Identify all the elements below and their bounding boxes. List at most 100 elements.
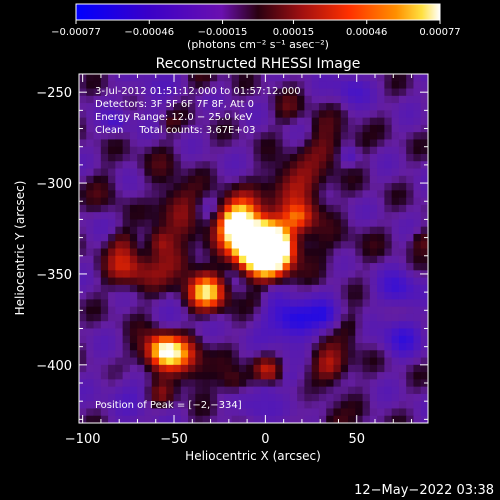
- heatmap-cell: [188, 343, 196, 351]
- heatmap-cell: [253, 415, 262, 423]
- heatmap-cell: [158, 386, 167, 395]
- heatmap-cell: [209, 306, 218, 315]
- heatmap-cell: [406, 241, 414, 249]
- heatmap-cell: [238, 124, 247, 133]
- heatmap-cell: [238, 343, 247, 351]
- heatmap-cell: [348, 328, 356, 337]
- heatmap-cell: [86, 321, 95, 329]
- heatmap-cell: [413, 146, 422, 155]
- heatmap-cell: [304, 103, 313, 111]
- heatmap-cell: [158, 168, 167, 177]
- heatmap-cell: [122, 124, 131, 133]
- heatmap-cell: [144, 241, 153, 249]
- heatmap-cell: [166, 139, 175, 148]
- heatmap-cell: [268, 357, 276, 366]
- heatmap-cell: [275, 386, 284, 395]
- heatmap-cell: [129, 175, 138, 184]
- heatmap-cell: [289, 299, 298, 308]
- heatmap-cell: [158, 277, 167, 286]
- heatmap-cell: [289, 335, 298, 344]
- heatmap-cell: [108, 321, 116, 329]
- heatmap-cell: [166, 132, 175, 140]
- heatmap-cell: [340, 408, 349, 417]
- heatmap-cell: [188, 153, 196, 162]
- heatmap-cell: [253, 139, 262, 148]
- heatmap-cell: [275, 343, 284, 351]
- heatmap-cell: [406, 212, 414, 220]
- heatmap-cell: [158, 103, 167, 111]
- heatmap-cell: [340, 372, 349, 380]
- heatmap-cell: [253, 401, 262, 409]
- heatmap-cell: [173, 364, 182, 373]
- heatmap-cell: [406, 350, 414, 359]
- heatmap-cell: [333, 284, 342, 293]
- heatmap-cell: [282, 393, 291, 402]
- heatmap-cell: [231, 212, 240, 220]
- heatmap-cell: [362, 161, 371, 170]
- heatmap-cell: [144, 393, 153, 402]
- heatmap-cell: [100, 357, 109, 366]
- heatmap-cell: [260, 284, 269, 293]
- heatmap-cell: [398, 263, 407, 271]
- heatmap-cell: [377, 292, 385, 300]
- heatmap-cell: [137, 233, 145, 242]
- heatmap-cell: [340, 292, 349, 300]
- heatmap-cell: [333, 74, 342, 82]
- heatmap-cell: [326, 233, 334, 242]
- heatmap-cell: [311, 335, 320, 344]
- heatmap-cell: [362, 88, 371, 97]
- heatmap-cell: [224, 190, 233, 199]
- heatmap-cell: [297, 146, 305, 155]
- heatmap-cell: [224, 168, 233, 177]
- heatmap-cell: [137, 204, 145, 213]
- heatmap-cell: [406, 219, 414, 228]
- heatmap-cell: [348, 263, 356, 271]
- heatmap-cell: [108, 161, 116, 170]
- heatmap-cell: [86, 306, 95, 315]
- heatmap-cell: [144, 357, 153, 366]
- heatmap-cell: [384, 401, 393, 409]
- heatmap-cell: [297, 110, 305, 119]
- heatmap-cell: [289, 401, 298, 409]
- heatmap-cell: [369, 95, 378, 104]
- heatmap-cell: [195, 255, 204, 264]
- heatmap-cell: [398, 153, 407, 162]
- heatmap-cell: [413, 306, 422, 315]
- heatmap-cell: [268, 248, 276, 257]
- heatmap-cell: [275, 284, 284, 293]
- heatmap-cell: [391, 212, 400, 220]
- heatmap-cell: [180, 379, 189, 388]
- heatmap-cell: [238, 183, 247, 191]
- heatmap-cell: [129, 168, 138, 177]
- heatmap-cell: [151, 372, 160, 380]
- heatmap-cell: [246, 88, 254, 97]
- heatmap-cell: [413, 117, 422, 126]
- heatmap-cell: [173, 415, 182, 423]
- heatmap-cell: [348, 183, 356, 191]
- heatmap-cell: [413, 132, 422, 140]
- heatmap-cell: [79, 183, 87, 191]
- heatmap-cell: [79, 372, 87, 380]
- heatmap-cell: [144, 132, 153, 140]
- heatmap-cell: [180, 321, 189, 329]
- heatmap-cell: [166, 350, 175, 359]
- heatmap-cell: [195, 306, 204, 315]
- heatmap-cell: [209, 328, 218, 337]
- heatmap-cell: [333, 379, 342, 388]
- heatmap-cell: [420, 117, 428, 126]
- heatmap-cell: [108, 255, 116, 264]
- heatmap-cell: [398, 335, 407, 344]
- heatmap-cell: [231, 197, 240, 206]
- heatmap-cell: [420, 372, 428, 380]
- heatmap-cell: [362, 263, 371, 271]
- heatmap-cell: [260, 313, 269, 322]
- heatmap-cell: [158, 313, 167, 322]
- heatmap-cell: [137, 161, 145, 170]
- heatmap-cell: [129, 212, 138, 220]
- heatmap-cell: [304, 328, 313, 337]
- heatmap-cell: [108, 139, 116, 148]
- heatmap-cell: [115, 95, 124, 104]
- heatmap-cell: [86, 263, 95, 271]
- heatmap-cell: [311, 197, 320, 206]
- heatmap-cell: [297, 408, 305, 417]
